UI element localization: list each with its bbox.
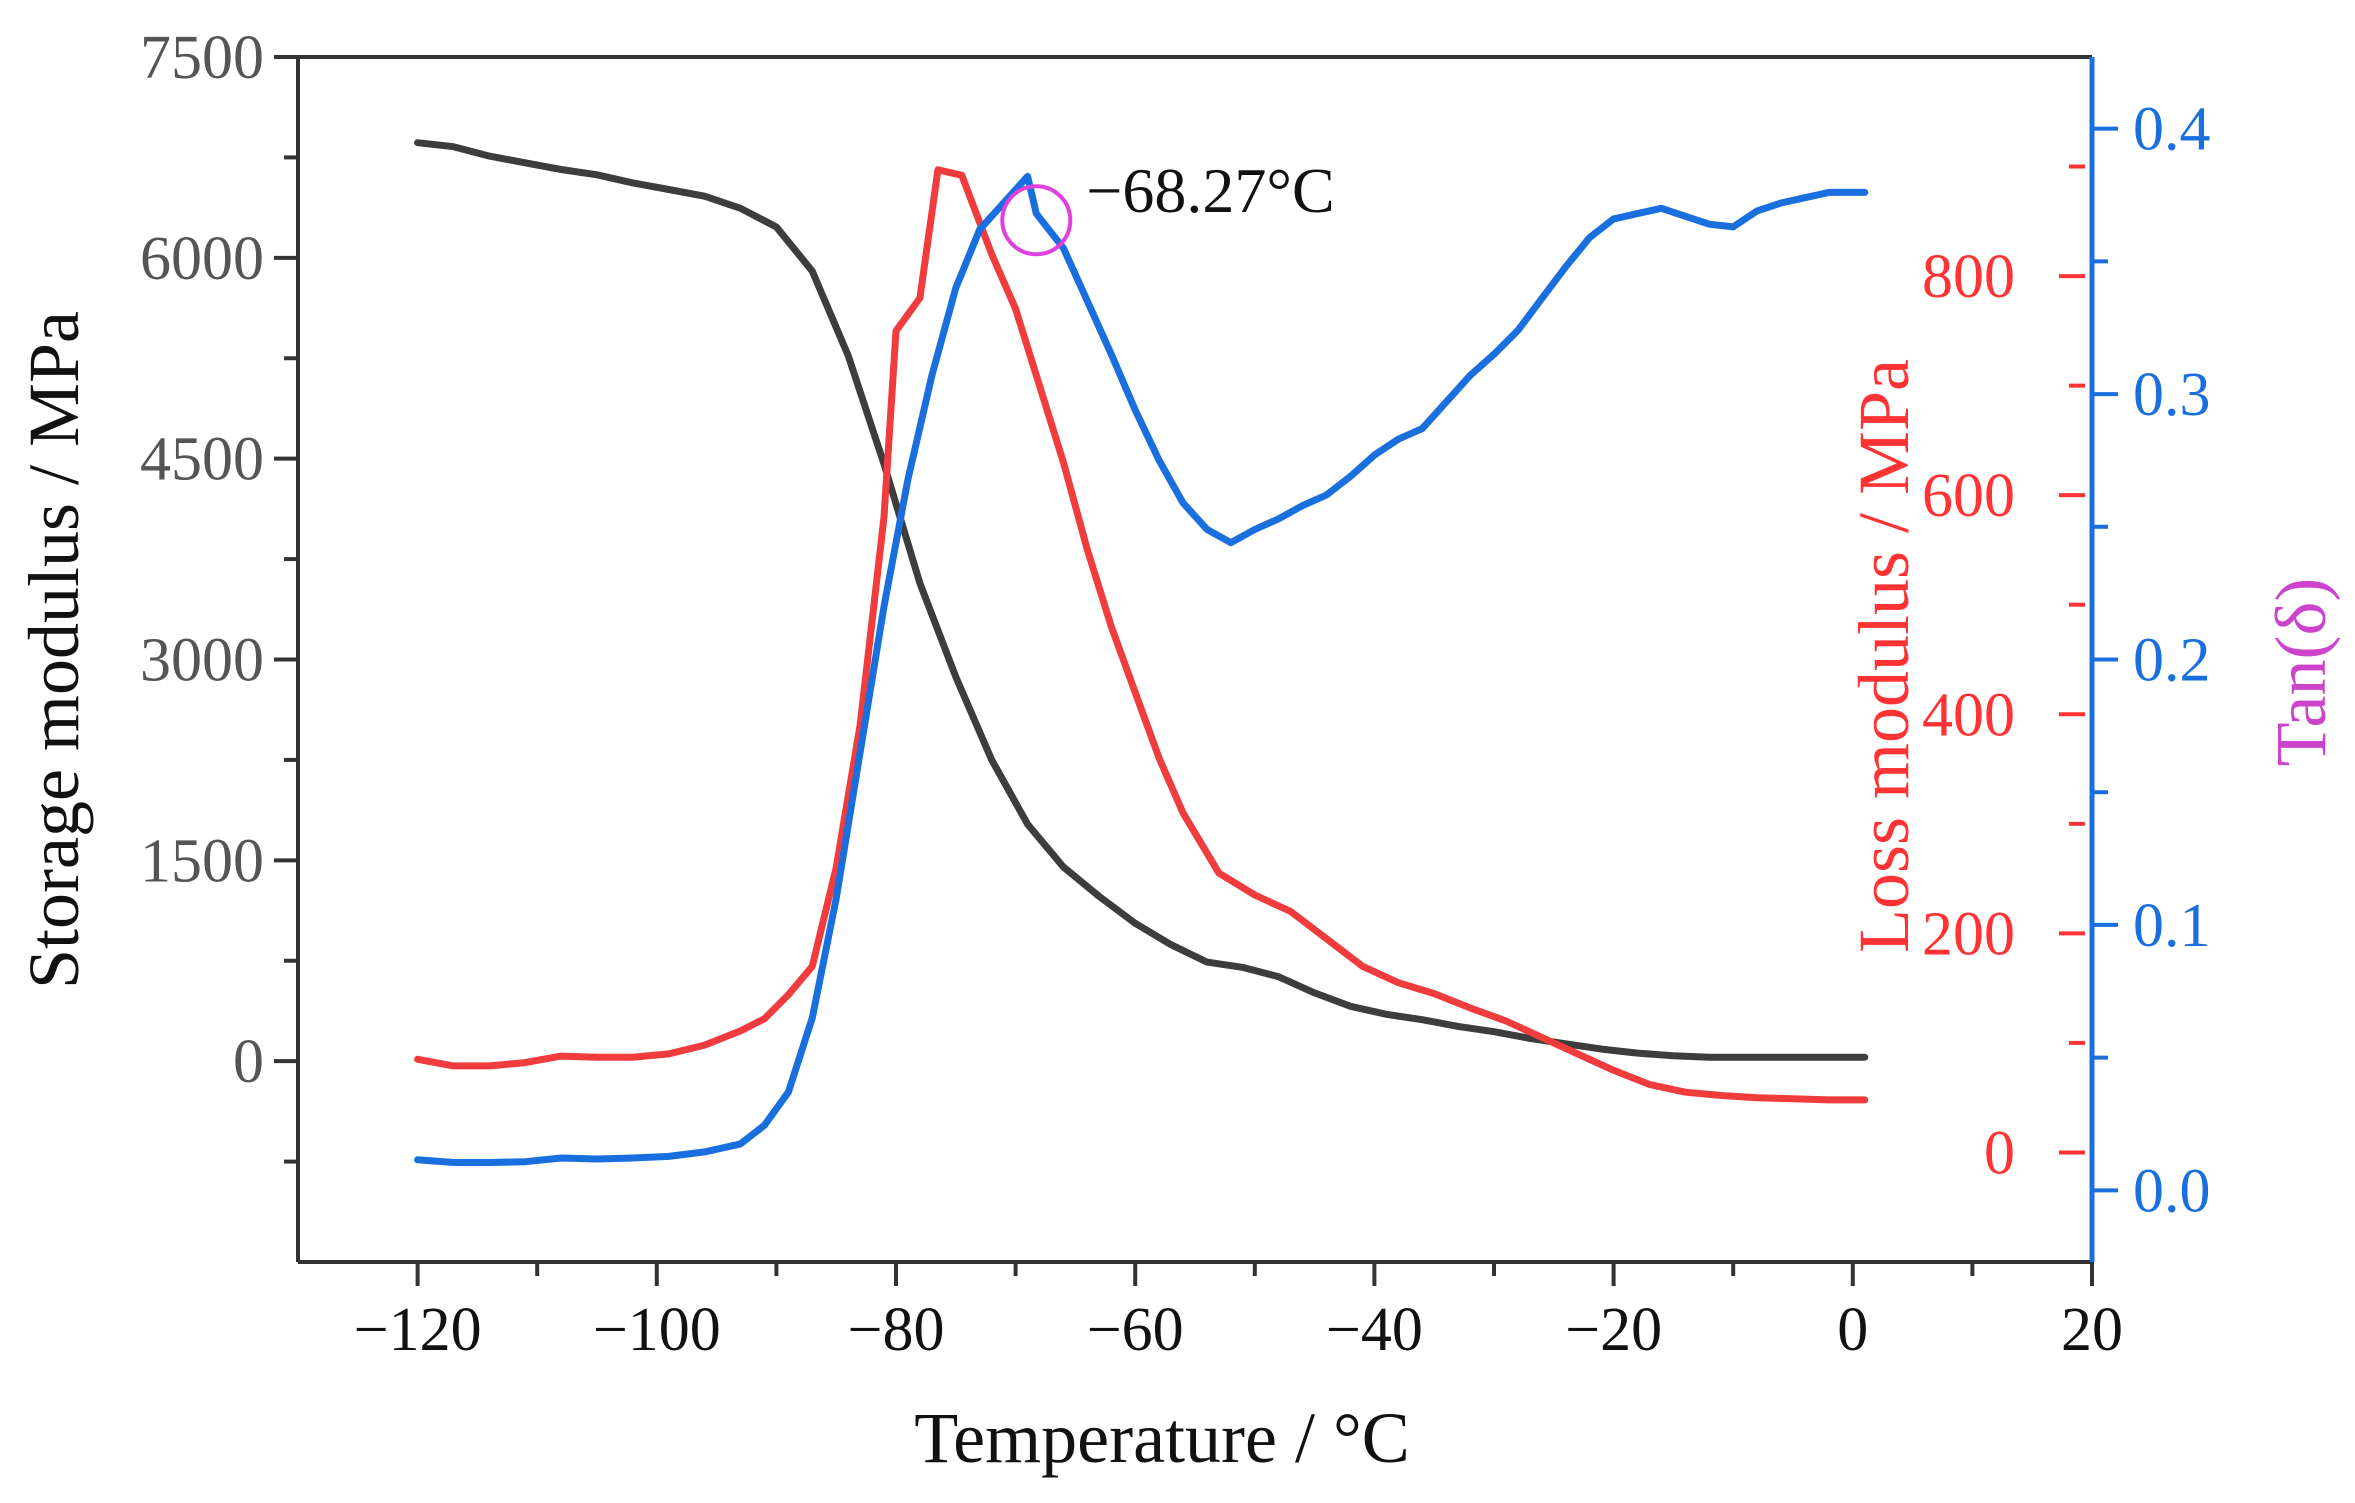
x-tick-label: −100 [593, 1296, 721, 1364]
y-left-tick-label: 6000 [140, 225, 264, 293]
y-tan-tick-label: 0.3 [2133, 361, 2211, 429]
storage-modulus-line [414, 139, 1869, 1061]
y-left-tick-label: 3000 [140, 627, 264, 695]
x-tick-label: 20 [2061, 1296, 2123, 1364]
y-left-tick-label: 0 [233, 1028, 264, 1096]
y-loss-tick-label: 0 [1984, 1119, 2015, 1187]
peak-annotation-label: −68.27°C [1086, 155, 1334, 226]
y-right-loss-axis-title: Loss modulus / MPa [1844, 359, 1924, 953]
x-tick-label: −120 [354, 1296, 482, 1364]
x-tick-label: −40 [1326, 1296, 1423, 1364]
annotation-layer: −68.27°C [1000, 155, 1335, 257]
series-layer [414, 139, 1869, 1166]
loss-modulus-line [414, 166, 1869, 1104]
x-tick-label: −60 [1087, 1296, 1184, 1364]
peak-marker-circle [1000, 184, 1073, 257]
x-tick-label: −80 [848, 1296, 945, 1364]
y-tan-tick-label: 0.1 [2133, 892, 2211, 960]
y-tan-tick-label: 0.0 [2133, 1157, 2211, 1225]
x-axis-title: Temperature / °C [914, 1398, 1410, 1478]
y-left-axis-title: Storage modulus / MPa [14, 311, 94, 989]
y-loss-tick-label: 600 [1922, 462, 2015, 530]
tan-line [414, 172, 1869, 1166]
x-tick-label: 0 [1837, 1296, 1868, 1364]
y-left-tick-label: 1500 [140, 827, 264, 895]
y-right-tan-axis-title: Tan(δ) [2261, 578, 2341, 767]
y-loss-tick-label: 400 [1922, 681, 2015, 749]
y-tan-tick-label: 0.4 [2133, 96, 2211, 164]
y-left-tick-label: 4500 [140, 426, 264, 494]
y-loss-tick-label: 200 [1922, 900, 2015, 968]
y-tan-tick-label: 0.2 [2133, 627, 2211, 695]
y-left-tick-label: 7500 [140, 24, 264, 92]
x-tick-label: −20 [1565, 1296, 1662, 1364]
axis-ticks: −120 −100 −80 −60 −40 −20 0 2001500300045006000… [140, 24, 2211, 1364]
y-loss-tick-label: 800 [1922, 243, 2015, 311]
